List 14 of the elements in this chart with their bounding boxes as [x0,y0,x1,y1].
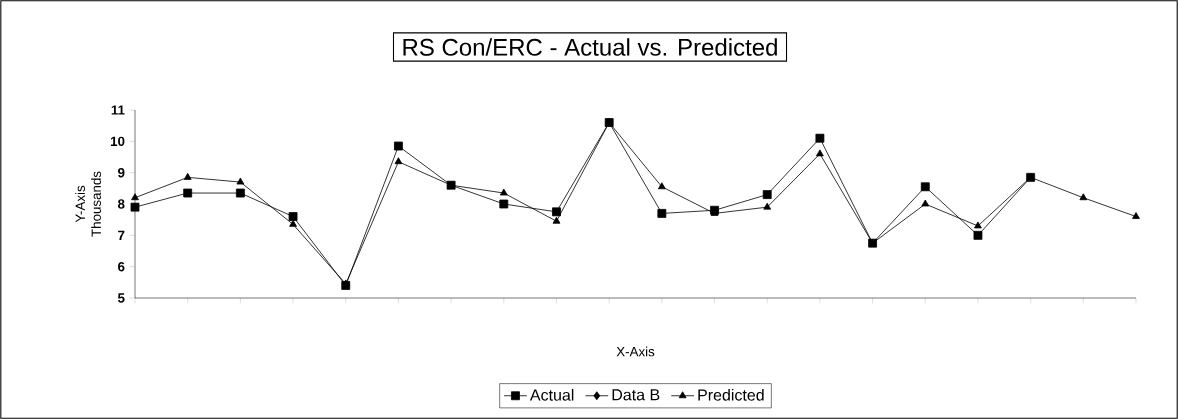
y-tick-label: 7 [118,230,125,240]
chart-title: RS Con/ERC - Actual vs. Predicted [403,38,777,56]
y-tick-label: 6 [118,261,125,272]
y-axis-title: Y-Axis [75,185,85,223]
legend-label: Data B [612,389,660,401]
legend-label: Predicted [698,388,764,401]
y-tick-label: 8 [117,199,125,209]
y-tick-label: 9 [118,167,125,178]
y-tick-label: 11 [111,105,125,115]
legend-label: Actual [529,388,574,401]
x-axis-title: X-Axis [616,346,655,357]
text: Thousands [91,171,101,237]
y-tick-label: 10 [110,136,125,147]
y-tick-label: 5 [117,293,125,303]
